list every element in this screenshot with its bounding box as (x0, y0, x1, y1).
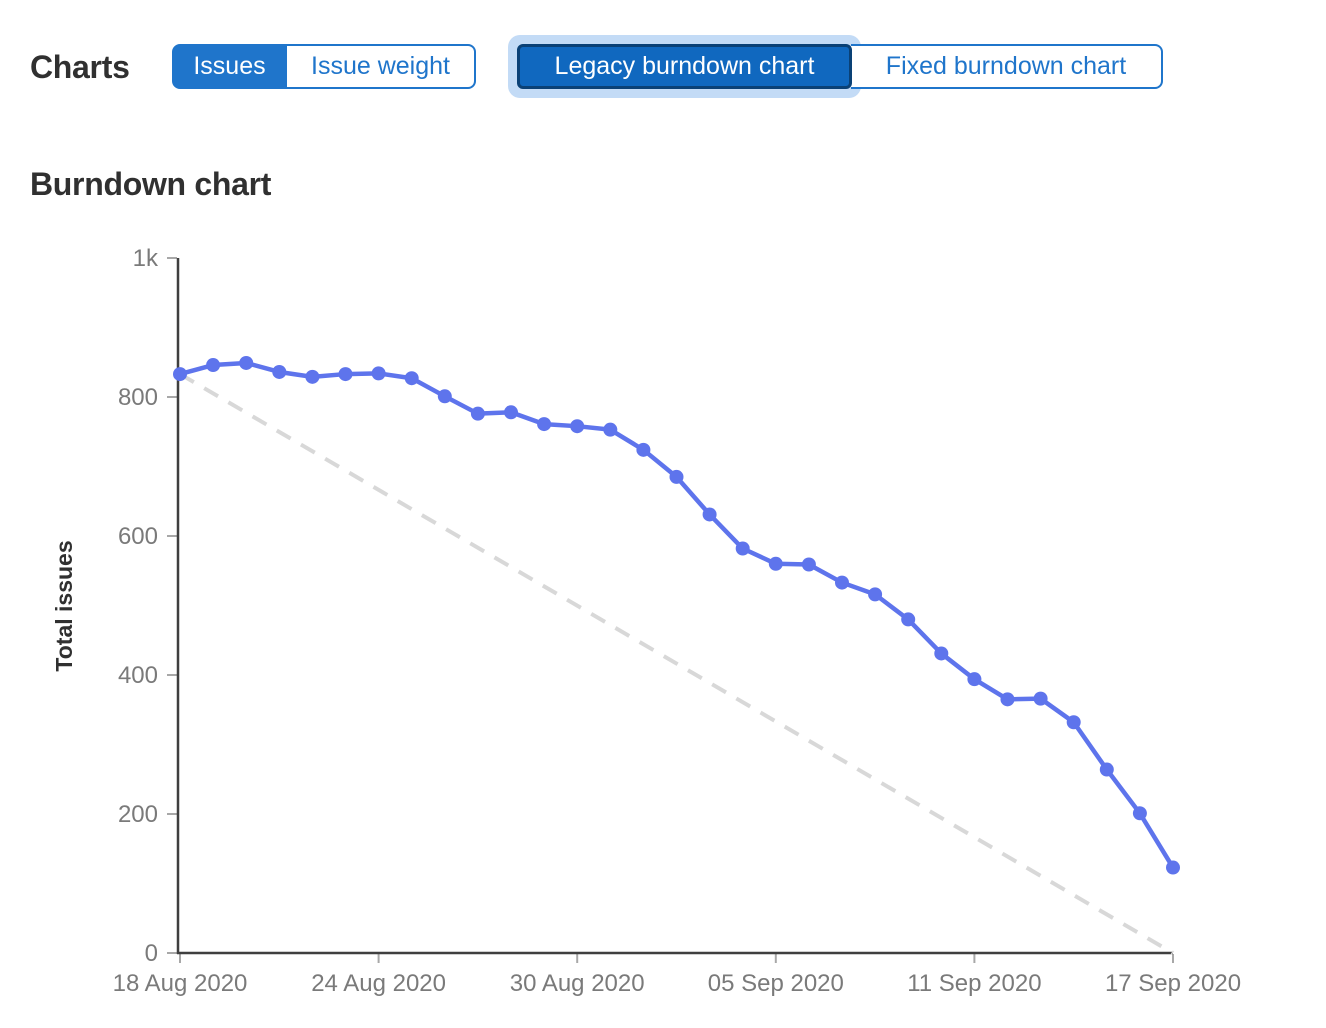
ideal-burndown-guideline (178, 372, 1175, 955)
legacy-burndown-chart-button[interactable]: Legacy burndown chart (517, 44, 852, 89)
data-point (173, 367, 187, 382)
data-point (934, 646, 949, 661)
data-point (702, 507, 717, 522)
data-point (1000, 692, 1015, 707)
data-point (537, 417, 552, 432)
data-point (1132, 806, 1147, 821)
x-tick-label: 24 Aug 2020 (311, 970, 446, 997)
data-point (570, 419, 585, 434)
y-tick-label: 800 (118, 384, 158, 411)
y-tick-label: 400 (118, 662, 158, 689)
data-point (636, 442, 651, 457)
data-point (338, 367, 353, 382)
burndown-chart-title: Burndown chart (30, 166, 272, 202)
burndown-chart-svg: 0 200 400 600 800 1k 18 Aug 2020 24 Aug 2020 30 … (51, 245, 1241, 997)
data-point (1166, 860, 1180, 875)
data-point (901, 612, 916, 627)
data-point (437, 389, 452, 404)
x-tick-label: 30 Aug 2020 (510, 970, 645, 997)
y-tick-label: 200 (118, 801, 158, 828)
data-point (371, 366, 386, 381)
data-point (1033, 691, 1048, 706)
data-point (835, 575, 849, 590)
data-point (504, 405, 518, 420)
data-point (603, 422, 618, 437)
data-point (1099, 762, 1114, 777)
issue-metric-toggle: Issues Issue weight (172, 44, 476, 89)
data-point (206, 358, 221, 373)
data-point (272, 364, 287, 379)
y-tick-label: 600 (118, 523, 158, 550)
data-point (801, 557, 816, 572)
data-point (239, 355, 254, 370)
issue-weight-toggle-button[interactable]: Issue weight (287, 44, 476, 89)
data-point (967, 672, 982, 687)
data-point (470, 406, 485, 421)
data-point (305, 369, 320, 384)
y-tick-label: 0 (145, 940, 158, 967)
issues-series-line (177, 360, 1176, 870)
burndown-chart-canvas: 0 200 400 600 800 1k 18 Aug 2020 24 Aug 2020 30 … (0, 238, 1326, 1028)
chart-type-toggle: Legacy burndown chart Fixed burndown cha… (508, 35, 1163, 98)
data-point (735, 541, 750, 556)
data-point (868, 587, 883, 602)
x-tick-label: 11 Sep 2020 (907, 970, 1041, 997)
fixed-burndown-chart-button[interactable]: Fixed burndown chart (851, 44, 1163, 89)
x-tick-label: 18 Aug 2020 (113, 970, 248, 997)
y-axis-title: Total issues (51, 540, 77, 671)
x-tick-label: 17 Sep 2020 (1105, 970, 1241, 997)
data-point (669, 469, 684, 484)
data-point (404, 371, 419, 386)
y-tick-label: 1k (133, 245, 159, 272)
charts-section-label: Charts (30, 49, 130, 85)
data-point (768, 556, 783, 571)
data-point (1066, 715, 1081, 730)
issues-toggle-button[interactable]: Issues (172, 44, 287, 89)
x-tick-label: 05 Sep 2020 (708, 970, 844, 997)
focus-ring: Legacy burndown chart (508, 35, 861, 98)
